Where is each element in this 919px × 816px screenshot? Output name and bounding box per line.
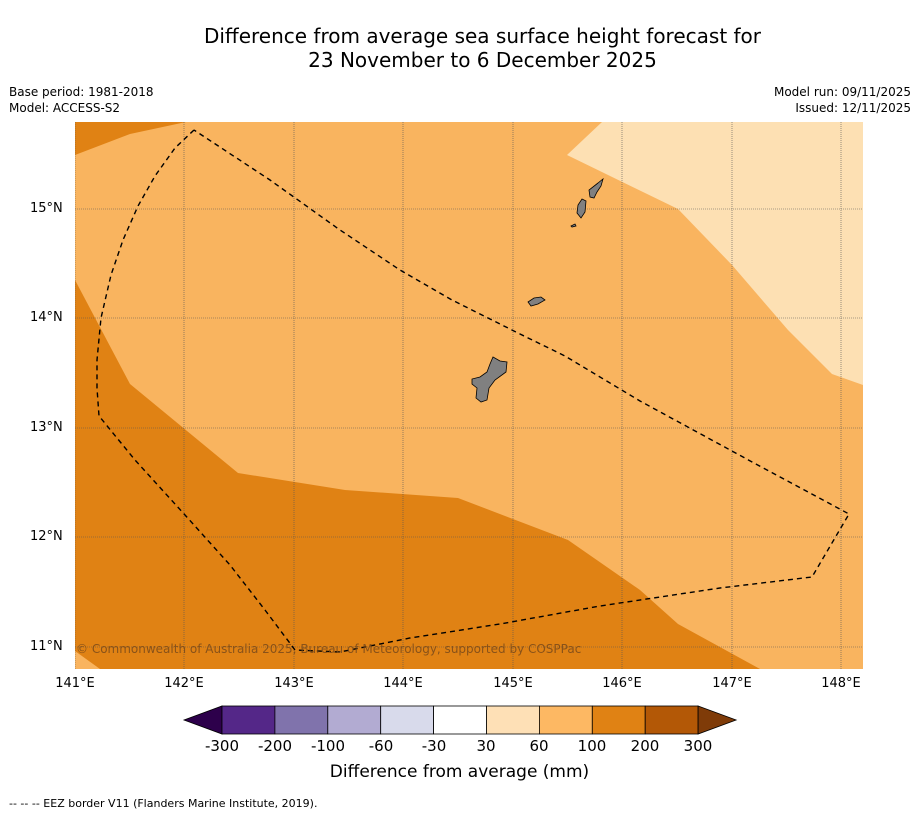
map-area <box>75 122 863 669</box>
cb-tick-60: 60 <box>529 737 549 755</box>
island-guam <box>471 356 508 403</box>
cb-tick-m200: -200 <box>257 737 293 755</box>
band-100-200-south <box>75 280 760 669</box>
colorbar-arrow-low <box>182 705 223 735</box>
cb-tick-m100: -100 <box>310 737 346 755</box>
colorbar-segment-6 <box>486 705 540 735</box>
island-rota <box>527 296 546 307</box>
cb-tick-30: 30 <box>476 737 496 755</box>
band-30-60 <box>567 122 863 385</box>
chart-title: Difference from average sea surface heig… <box>0 24 919 72</box>
colorbar-segment-9 <box>644 705 699 735</box>
colorbar-segment-8 <box>591 705 646 735</box>
lon-label-148: 148°E <box>821 676 861 691</box>
model-run: Model run: 09/11/2025 <box>773 85 911 99</box>
cb-tick-300: 300 <box>683 737 713 755</box>
issued-date: Issued: 12/11/2025 <box>795 101 911 115</box>
colorbar-segment-7 <box>539 705 593 735</box>
lat-label-11: 11°N <box>30 639 63 654</box>
colorbar <box>182 705 738 735</box>
cb-tick-m30: -30 <box>421 737 447 755</box>
lon-label-144: 144°E <box>383 676 423 691</box>
islands <box>471 177 604 403</box>
colorbar-segment-4 <box>380 705 435 735</box>
eez-border <box>96 129 850 653</box>
lon-label-147: 147°E <box>712 676 752 691</box>
band-60-100-corner <box>75 651 100 669</box>
colorbar-segments <box>182 705 738 735</box>
lat-label-12: 12°N <box>30 529 63 544</box>
base-period: Base period: 1981-2018 <box>9 85 154 99</box>
island-tinian <box>576 198 587 219</box>
lon-label-141: 141°E <box>55 676 95 691</box>
band-100-200-topleft <box>75 122 186 155</box>
lat-label-14: 14°N <box>30 310 63 325</box>
meta-left: Base period: 1981-2018 Model: ACCESS-S2 <box>9 84 154 116</box>
cb-tick-100: 100 <box>577 737 607 755</box>
colorbar-arrow-high <box>697 705 738 735</box>
lat-label-13: 13°N <box>30 420 63 435</box>
colorbar-title: Difference from average (mm) <box>329 762 590 782</box>
title-line-2: 23 November to 6 December 2025 <box>308 48 657 72</box>
colorbar-segment-2 <box>274 705 329 735</box>
model-name: Model: ACCESS-S2 <box>9 101 121 115</box>
lon-label-146: 146°E <box>602 676 642 691</box>
title-line-1: Difference from average sea surface heig… <box>203 24 762 48</box>
cb-tick-200: 200 <box>630 737 660 755</box>
cb-tick-m300: -300 <box>204 737 240 755</box>
colorbar-segment-3 <box>327 705 382 735</box>
island-aguijan <box>570 223 577 228</box>
cb-tick-m60: -60 <box>368 737 394 755</box>
meta-right: Model run: 09/11/2025 Issued: 12/11/2025 <box>774 84 911 116</box>
lon-label-143: 143°E <box>274 676 314 691</box>
eez-footnote: -- -- -- EEZ border V11 (Flanders Marine… <box>9 797 318 810</box>
gridlines <box>75 122 863 669</box>
island-saipan <box>588 177 604 199</box>
lon-label-142: 142°E <box>164 676 204 691</box>
lat-label-15: 15°N <box>30 201 63 216</box>
colorbar-segment-5 <box>433 705 487 735</box>
copyright-notice: © Commonwealth of Australia 2025, Bureau… <box>76 642 582 656</box>
lon-label-145: 145°E <box>493 676 533 691</box>
colorbar-segment-1 <box>221 705 276 735</box>
